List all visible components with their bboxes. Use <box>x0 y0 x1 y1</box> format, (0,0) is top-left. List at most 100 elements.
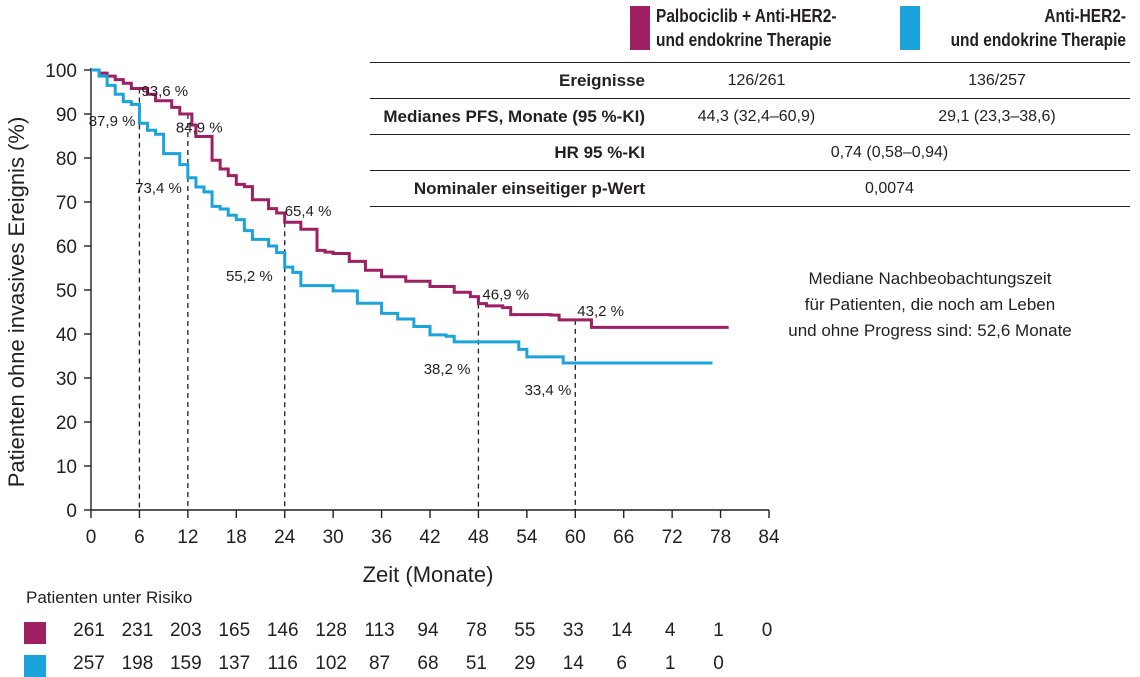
x-tick-label: 0 <box>86 527 97 548</box>
risk-swatch-anti <box>24 655 46 677</box>
data-annotation: 87,9 % <box>89 113 136 130</box>
risk-value-palbo: 33 <box>562 620 584 641</box>
risk-value-palbo: 261 <box>73 620 105 641</box>
risk-value-anti: 29 <box>514 653 536 674</box>
stats-palbo-value: 126/261 <box>727 71 786 89</box>
x-tick-label: 84 <box>758 527 780 548</box>
stats-label: Nominaler einseitiger p-Wert <box>413 178 645 198</box>
x-tick-label: 78 <box>710 527 731 548</box>
risk-swatch-palbo <box>24 622 46 644</box>
stats-palbo-value: 44,3 (32,4–60,9) <box>697 107 816 125</box>
data-annotation: 33,4 % <box>525 382 572 399</box>
palbo-survival-curve <box>91 68 729 329</box>
x-tick-label: 72 <box>662 527 683 548</box>
risk-value-anti: 6 <box>616 653 627 674</box>
risk-value-anti: 0 <box>713 653 724 674</box>
risk-value-palbo: 146 <box>266 620 299 641</box>
risk-value-palbo: 231 <box>121 620 154 641</box>
y-tick-label: 80 <box>56 149 77 170</box>
y-tick-label: 50 <box>56 281 77 302</box>
data-annotation: 84,9 % <box>176 119 223 136</box>
risk-value-anti: 51 <box>465 653 487 674</box>
y-tick-label: 10 <box>56 457 77 478</box>
y-tick-label: 40 <box>56 325 77 346</box>
y-tick-label: 90 <box>56 105 77 126</box>
risk-value-palbo: 4 <box>664 620 676 641</box>
y-tick-label: 20 <box>56 413 77 434</box>
risk-value-palbo: 113 <box>364 620 395 641</box>
x-tick-label: 30 <box>323 527 344 548</box>
x-tick-label: 6 <box>134 527 145 548</box>
x-tick-label: 24 <box>274 527 296 548</box>
y-tick-label: 0 <box>66 501 77 522</box>
x-tick-label: 60 <box>565 527 586 548</box>
y-axis-title: Patienten ohne invasives Ereignis (%) <box>4 117 29 488</box>
stats-row-pvalue: Nominaler einseitiger p-Wert 0,0074 <box>370 171 1130 207</box>
risk-value-palbo: 94 <box>417 620 439 641</box>
stats-row-events: Ereignisse 126/261 136/257 <box>370 62 1130 99</box>
stats-table: Ereignisse 126/261 136/257 Medianes PFS,… <box>370 62 1130 207</box>
data-annotation: 55,2 % <box>226 268 273 285</box>
risk-value-palbo: 78 <box>465 620 487 641</box>
risk-value-anti: 1 <box>664 653 676 674</box>
stats-row-median-pfs: Medianes PFS, Monate (95 %-KI) 44,3 (32,… <box>370 99 1130 135</box>
legend-swatch-anti <box>900 6 920 50</box>
risk-value-palbo: 203 <box>169 620 202 641</box>
risk-value-palbo: 14 <box>611 620 633 641</box>
risk-value-palbo: 0 <box>761 620 773 641</box>
data-annotation: 93,6 % <box>141 83 188 100</box>
followup-line3: und ohne Progress sind: 52,6 Monate <box>788 321 1072 340</box>
risk-table-title: Patienten unter Risiko <box>26 588 193 607</box>
risk-value-anti: 102 <box>315 653 347 674</box>
risk-value-anti: 257 <box>73 653 105 674</box>
y-tick-label: 60 <box>56 237 77 258</box>
followup-line1: Mediane Nachbeobachtungszeit <box>808 269 1052 288</box>
x-tick-label: 18 <box>226 527 247 548</box>
stats-label: Ereignisse <box>559 70 645 90</box>
x-tick-label: 36 <box>371 527 392 548</box>
risk-value-anti: 159 <box>169 653 202 674</box>
risk-value-anti: 198 <box>121 653 154 674</box>
stats-label: HR 95 %-KI <box>554 142 645 162</box>
legend-anti-line2: und endokrine Therapie <box>950 30 1126 50</box>
stats-label: Medianes PFS, Monate (95 %-KI) <box>383 106 645 126</box>
data-annotation: 73,4 % <box>135 180 182 197</box>
data-annotation: 46,9 % <box>482 287 529 304</box>
y-tick-label: 30 <box>56 369 77 390</box>
x-tick-label: 48 <box>468 527 489 548</box>
legend-swatch-palbo <box>630 6 650 50</box>
risk-value-palbo: 55 <box>514 620 536 641</box>
anti-survival-curve <box>91 68 713 365</box>
followup-line2: für Patienten, die noch am Leben <box>804 295 1056 314</box>
data-annotation: 43,2 % <box>577 303 624 320</box>
stats-shared-value: 0,0074 <box>865 179 914 197</box>
risk-value-anti: 68 <box>417 653 439 674</box>
followup-note: Mediane Nachbeobachtungszeit für Patient… <box>760 266 1100 344</box>
risk-value-anti: 116 <box>267 653 298 674</box>
stats-row-hr: HR 95 %-KI 0,74 (0,58–0,94) <box>370 135 1130 171</box>
stats-shared-value: 0,74 (0,58–0,94) <box>830 143 949 161</box>
legend-palbo-line1: Palbociclib + Anti-HER2- <box>656 6 837 26</box>
x-tick-label: 66 <box>613 527 634 548</box>
legend-palbo-line2: und endokrine Therapie <box>656 30 832 50</box>
stats-anti-value: 29,1 (23,3–38,6) <box>938 107 1056 125</box>
x-tick-label: 42 <box>419 527 440 548</box>
risk-value-palbo: 128 <box>315 620 347 641</box>
legend-label-palbo: Palbociclib + Anti-HER2- und endokrine T… <box>656 4 836 52</box>
risk-value-anti: 87 <box>368 653 391 674</box>
y-tick-label: 70 <box>56 193 77 214</box>
stats-anti-value: 136/257 <box>968 71 1026 89</box>
data-annotation: 38,2 % <box>424 361 471 378</box>
legend-anti-line1: Anti-HER2- <box>1044 6 1126 26</box>
x-axis-title: Zeit (Monate) <box>363 562 494 587</box>
risk-value-anti: 137 <box>218 653 251 674</box>
data-annotation: 65,4 % <box>285 203 332 220</box>
risk-value-palbo: 165 <box>218 620 251 641</box>
risk-value-anti: 14 <box>562 653 584 674</box>
risk-value-palbo: 1 <box>713 620 724 641</box>
x-tick-label: 12 <box>177 527 198 548</box>
legend-label-anti: Anti-HER2- und endokrine Therapie <box>951 4 1126 52</box>
y-tick-label: 100 <box>45 61 77 82</box>
x-tick-label: 54 <box>516 527 538 548</box>
